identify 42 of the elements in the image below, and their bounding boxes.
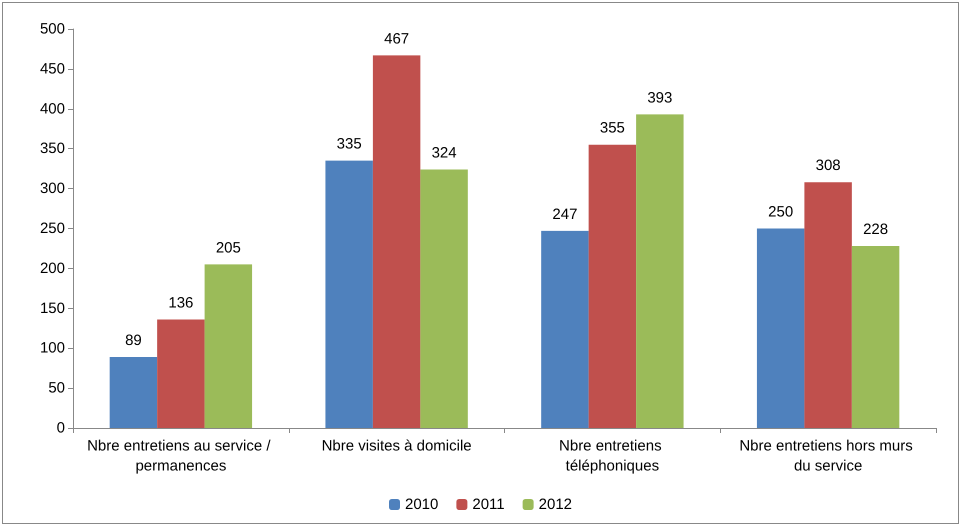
- data-label: 393: [647, 89, 672, 106]
- bar: [804, 182, 852, 428]
- y-tick-label: 450: [40, 60, 65, 78]
- x-tick-label: Nbre visites à domicile: [322, 438, 472, 454]
- bar: [852, 246, 900, 428]
- bar: [756, 228, 804, 428]
- bar: [372, 55, 420, 428]
- data-label: 308: [816, 157, 841, 174]
- data-label: 247: [552, 206, 578, 223]
- legend-label: 2012: [538, 496, 572, 513]
- y-tick-label: 100: [40, 340, 65, 357]
- data-label: 467: [384, 30, 410, 48]
- bar: [110, 356, 158, 428]
- data-label: 136: [168, 294, 194, 312]
- data-label: 324: [432, 144, 457, 162]
- data-label: 89: [125, 332, 142, 349]
- y-tick-label: 500: [40, 20, 65, 38]
- data-label: 335: [336, 136, 362, 153]
- y-tick-label: 400: [40, 100, 65, 118]
- legend-label: 2011: [472, 496, 505, 513]
- x-tick-label: Nbre entretiens au service / permanences: [87, 438, 275, 474]
- y-tick-label: 0: [56, 420, 65, 436]
- bar: [325, 160, 373, 428]
- y-tick-label: 250: [40, 220, 65, 237]
- data-label: 355: [600, 120, 625, 137]
- data-label: 228: [863, 221, 888, 238]
- bar: [636, 114, 684, 428]
- data-label: 250: [768, 204, 794, 220]
- y-tick-label: 200: [40, 260, 65, 277]
- data-label: 205: [216, 239, 241, 256]
- x-tick-label: Nbre entretiens hors murs du service: [739, 438, 917, 474]
- bar: [588, 144, 636, 428]
- bar: [157, 319, 205, 428]
- y-tick-label: 350: [40, 140, 65, 158]
- bar: [541, 230, 589, 428]
- y-tick-label: 300: [40, 180, 65, 198]
- bar: [204, 264, 252, 428]
- y-tick-label: 150: [40, 300, 65, 317]
- y-tick-label: 50: [48, 380, 65, 397]
- bar: [420, 169, 468, 428]
- x-tick-label: Nbre entretiens téléphoniques: [559, 438, 666, 474]
- legend-label: 2010: [405, 496, 438, 513]
